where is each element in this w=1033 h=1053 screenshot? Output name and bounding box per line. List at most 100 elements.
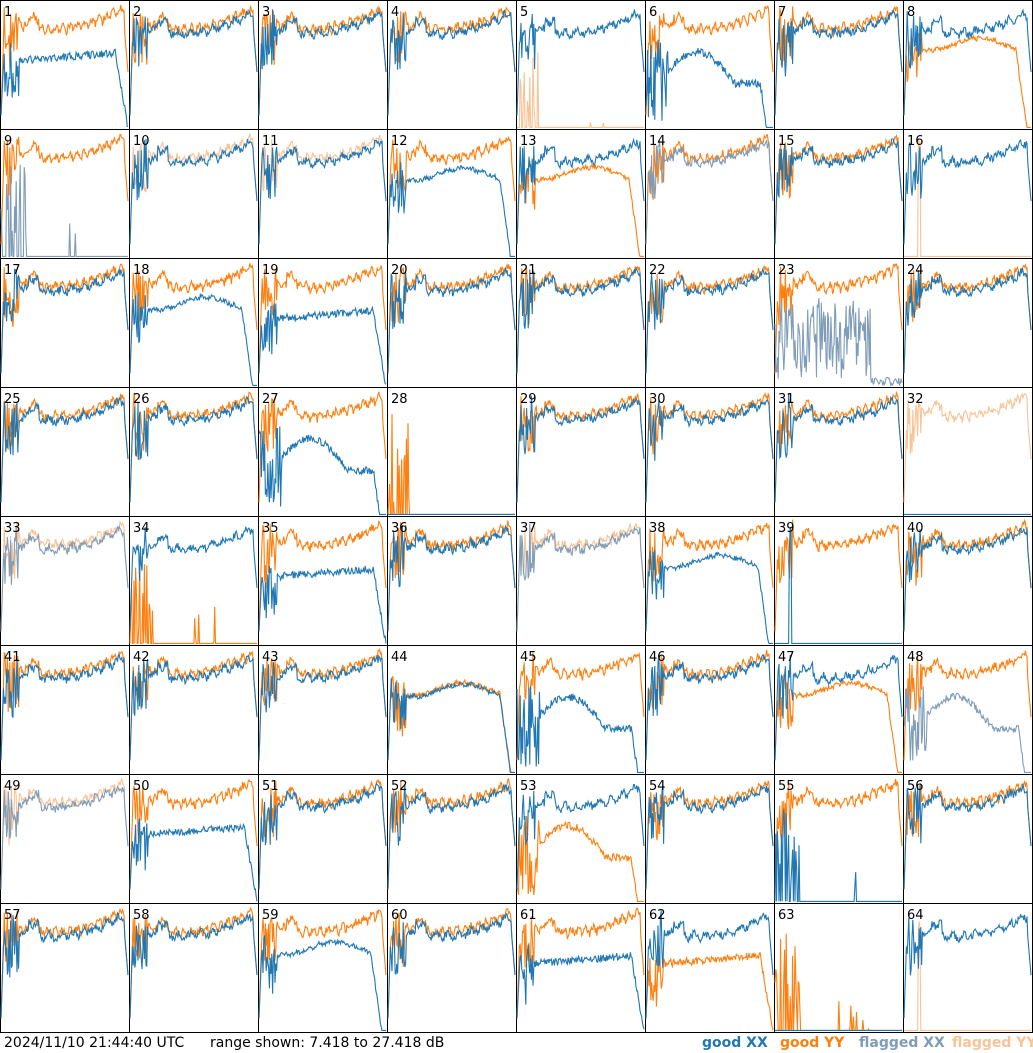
panel-47: 47 xyxy=(774,645,904,775)
panel-28: 28 xyxy=(387,387,517,517)
panel-number: 28 xyxy=(391,392,408,407)
panel-frame xyxy=(516,129,646,259)
panel-45: 45 xyxy=(516,645,646,775)
panel-frame xyxy=(903,258,1033,388)
series-xx-line xyxy=(516,944,645,1030)
series-xx-line xyxy=(645,549,773,644)
series-xx-line xyxy=(903,8,1032,116)
range-text: range shown: 7.418 to 27.418 dB xyxy=(210,1035,445,1051)
panel-39: 39 xyxy=(774,516,904,646)
series-yy-line xyxy=(774,133,903,245)
series-xx-line xyxy=(774,9,903,116)
series-xx-line xyxy=(387,524,516,632)
panel-frame xyxy=(0,387,130,517)
series-xx-line xyxy=(645,654,774,761)
series-yy-line xyxy=(903,32,1031,128)
panel-frame xyxy=(258,258,388,388)
series-yy-line xyxy=(129,778,258,890)
series-yy-line xyxy=(903,263,1032,374)
panel-24: 24 xyxy=(903,258,1033,388)
series-yy-line xyxy=(904,921,1031,1031)
panel-frame xyxy=(516,903,646,1033)
panel-number: 14 xyxy=(649,134,666,149)
panel-number: 5 xyxy=(520,5,528,20)
panel-number: 61 xyxy=(520,908,537,923)
panel-10: 10 xyxy=(129,129,259,259)
panel-number: 60 xyxy=(391,908,408,923)
series-xx-line xyxy=(516,395,645,503)
panel-number: 58 xyxy=(133,908,150,923)
panel-frame xyxy=(774,516,904,646)
series-yy-line xyxy=(774,519,903,632)
series-yy-line xyxy=(0,133,129,245)
panel-number: 38 xyxy=(649,521,666,536)
series-yy-line xyxy=(258,5,387,116)
series-xx-line xyxy=(0,911,129,1019)
panel-number: 34 xyxy=(133,521,150,536)
panel-frame xyxy=(645,903,775,1033)
series-xx-line xyxy=(129,395,258,503)
series-xx-line xyxy=(645,399,774,503)
series-yy-line xyxy=(258,519,387,632)
panel-frame xyxy=(387,129,517,259)
series-yy-line xyxy=(0,263,129,374)
panel-frame xyxy=(516,258,646,388)
series-yy-line xyxy=(516,815,644,902)
series-xx-line xyxy=(258,9,387,116)
series-yy-line xyxy=(258,648,387,761)
series-yy-line xyxy=(645,5,774,116)
series-xx-line xyxy=(645,784,774,890)
panel-46: 46 xyxy=(645,645,775,775)
panel-number: 43 xyxy=(262,650,279,665)
panel-frame xyxy=(0,903,130,1033)
series-xx-line xyxy=(258,654,387,761)
series-xx-line xyxy=(0,42,129,128)
series-yy-line xyxy=(774,779,903,890)
panel-frame xyxy=(903,645,1033,775)
series-xx-line xyxy=(903,268,1032,374)
series-xx-line xyxy=(129,291,257,386)
panel-number: 47 xyxy=(778,650,795,665)
panel-number: 7 xyxy=(778,5,786,20)
panel-number: 44 xyxy=(391,650,408,665)
panel-number: 16 xyxy=(907,134,924,149)
panel-20: 20 xyxy=(387,258,517,388)
series-xx-line xyxy=(258,303,387,385)
panel-number: 48 xyxy=(907,650,924,665)
panel-frame xyxy=(387,516,517,646)
panel-number: 1 xyxy=(4,5,12,20)
series-xx-line xyxy=(258,935,386,1031)
panel-number: 8 xyxy=(907,5,915,20)
panel-number: 53 xyxy=(520,779,537,794)
panel-frame xyxy=(645,387,775,517)
panel-number: 62 xyxy=(649,908,666,923)
panel-17: 17 xyxy=(0,258,130,388)
panel-number: 31 xyxy=(778,392,795,407)
series-yy-line xyxy=(387,135,516,245)
series-yy-line xyxy=(904,137,1031,257)
panel-frame xyxy=(0,774,130,904)
panel-number: 25 xyxy=(4,392,21,407)
panel-number: 24 xyxy=(907,263,924,278)
series-yy-line xyxy=(0,650,129,761)
series-yy-line xyxy=(903,650,1032,761)
panel-59: 59 xyxy=(258,903,388,1033)
panel-number: 56 xyxy=(907,779,924,794)
panel-62: 62 xyxy=(645,903,775,1033)
series-xx-line xyxy=(387,267,516,374)
panel-frame xyxy=(129,258,259,388)
panel-number: 4 xyxy=(391,5,399,20)
panel-frame xyxy=(774,774,904,904)
panel-64: 64 xyxy=(903,903,1033,1033)
panel-12: 12 xyxy=(387,129,517,259)
panel-42: 42 xyxy=(129,645,259,775)
panel-number: 10 xyxy=(133,134,150,149)
series-yy-line xyxy=(258,908,387,1019)
panel-frame xyxy=(387,0,517,130)
panel-number: 33 xyxy=(4,521,21,536)
panel-number: 18 xyxy=(133,263,150,278)
panel-frame xyxy=(129,645,259,775)
panel-52: 52 xyxy=(387,774,517,904)
panel-number: 42 xyxy=(133,650,150,665)
